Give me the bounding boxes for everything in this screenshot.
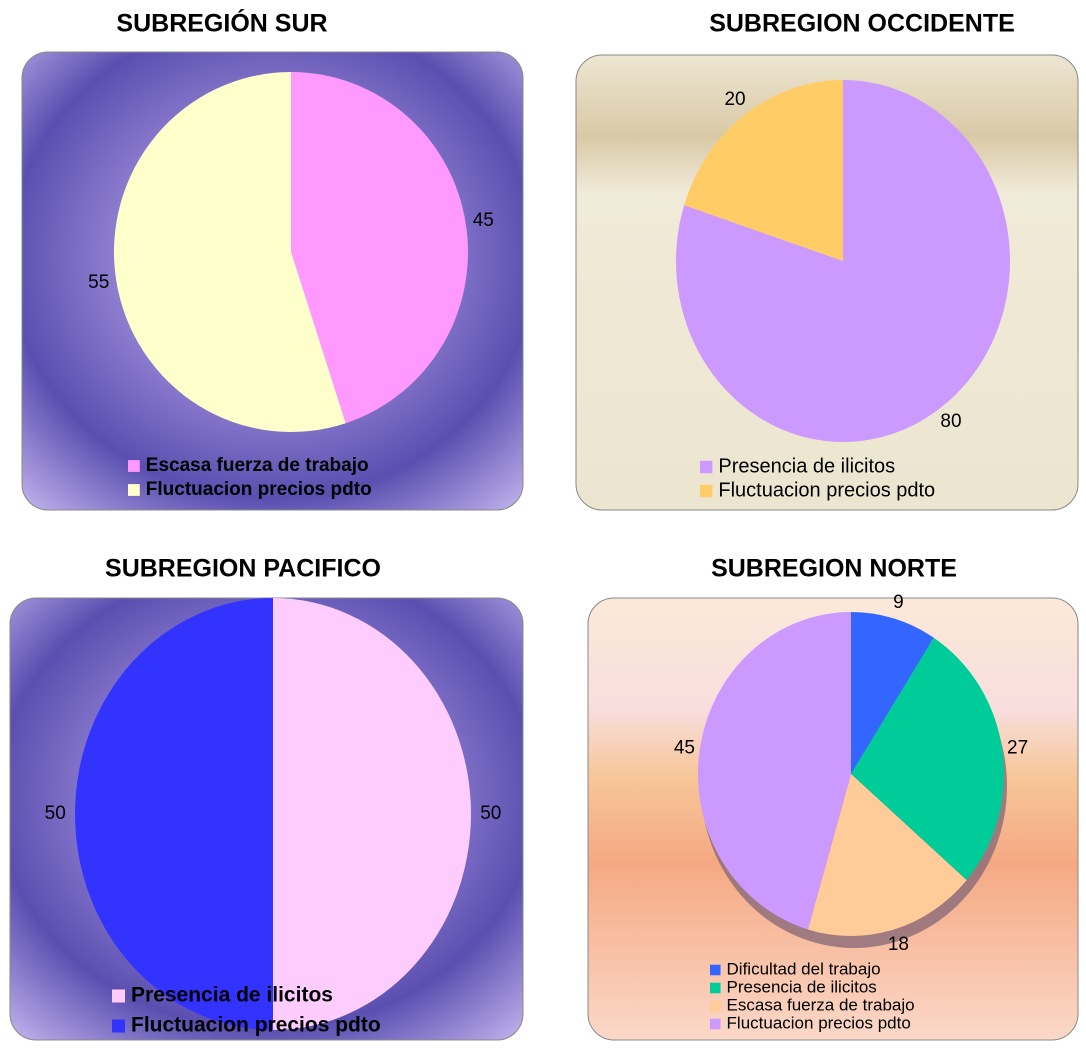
legend-label: Fluctuacion precios pdto bbox=[718, 479, 935, 501]
pie-slice bbox=[114, 72, 346, 432]
legend-label: Presencia de ilicitos bbox=[727, 977, 877, 996]
legend-swatch bbox=[710, 1000, 721, 1012]
data-label: 80 bbox=[940, 411, 961, 432]
pie-slice bbox=[75, 598, 273, 1030]
data-label: 20 bbox=[724, 89, 745, 110]
legend-label: Presencia de ilicitos bbox=[131, 984, 333, 1007]
data-label: 27 bbox=[1007, 738, 1028, 759]
pie-slice bbox=[684, 80, 843, 261]
pie-slice bbox=[676, 80, 1011, 442]
data-label: 45 bbox=[473, 210, 494, 231]
chart-title: SUBREGION OCCIDENTE bbox=[709, 10, 1015, 38]
legend-label: Dificultad del trabajo bbox=[727, 959, 881, 978]
legend-swatch bbox=[710, 982, 721, 994]
chart-title: SUBREGIÓN SUR bbox=[116, 8, 327, 38]
data-label: 18 bbox=[888, 934, 909, 955]
pie-slice bbox=[273, 598, 471, 1030]
data-label: 55 bbox=[88, 272, 109, 293]
data-label: 9 bbox=[893, 592, 904, 613]
legend-label: Fluctuacion precios pdto bbox=[131, 1014, 381, 1037]
legend-swatch bbox=[700, 484, 713, 498]
chart-title: SUBREGION NORTE bbox=[711, 555, 957, 583]
legend-label: Escasa fuerza de trabajo bbox=[727, 995, 915, 1014]
data-label: 50 bbox=[480, 803, 501, 824]
legend-label: Fluctuacion precios pdto bbox=[727, 1013, 911, 1032]
legend-label: Presencia de ilicitos bbox=[718, 455, 895, 477]
data-label: 50 bbox=[45, 803, 66, 824]
legend-swatch bbox=[710, 1018, 721, 1030]
pie-slice bbox=[698, 612, 851, 930]
legend-swatch bbox=[128, 484, 140, 496]
chart-title: SUBREGION PACIFICO bbox=[105, 555, 381, 583]
pie-slice bbox=[851, 612, 934, 774]
legend-label: Fluctuacion precios pdto bbox=[146, 479, 372, 500]
legend-swatch bbox=[112, 989, 126, 1003]
legend-swatch bbox=[112, 1019, 126, 1033]
pie-slice bbox=[851, 637, 1004, 881]
legend-swatch bbox=[700, 460, 713, 474]
legend-swatch bbox=[128, 460, 140, 472]
pie-slice bbox=[807, 774, 967, 936]
legend-label: Escasa fuerza de trabajo bbox=[146, 455, 369, 476]
legend-swatch bbox=[710, 964, 721, 976]
data-label: 45 bbox=[674, 738, 695, 759]
pie-slice bbox=[291, 72, 469, 424]
